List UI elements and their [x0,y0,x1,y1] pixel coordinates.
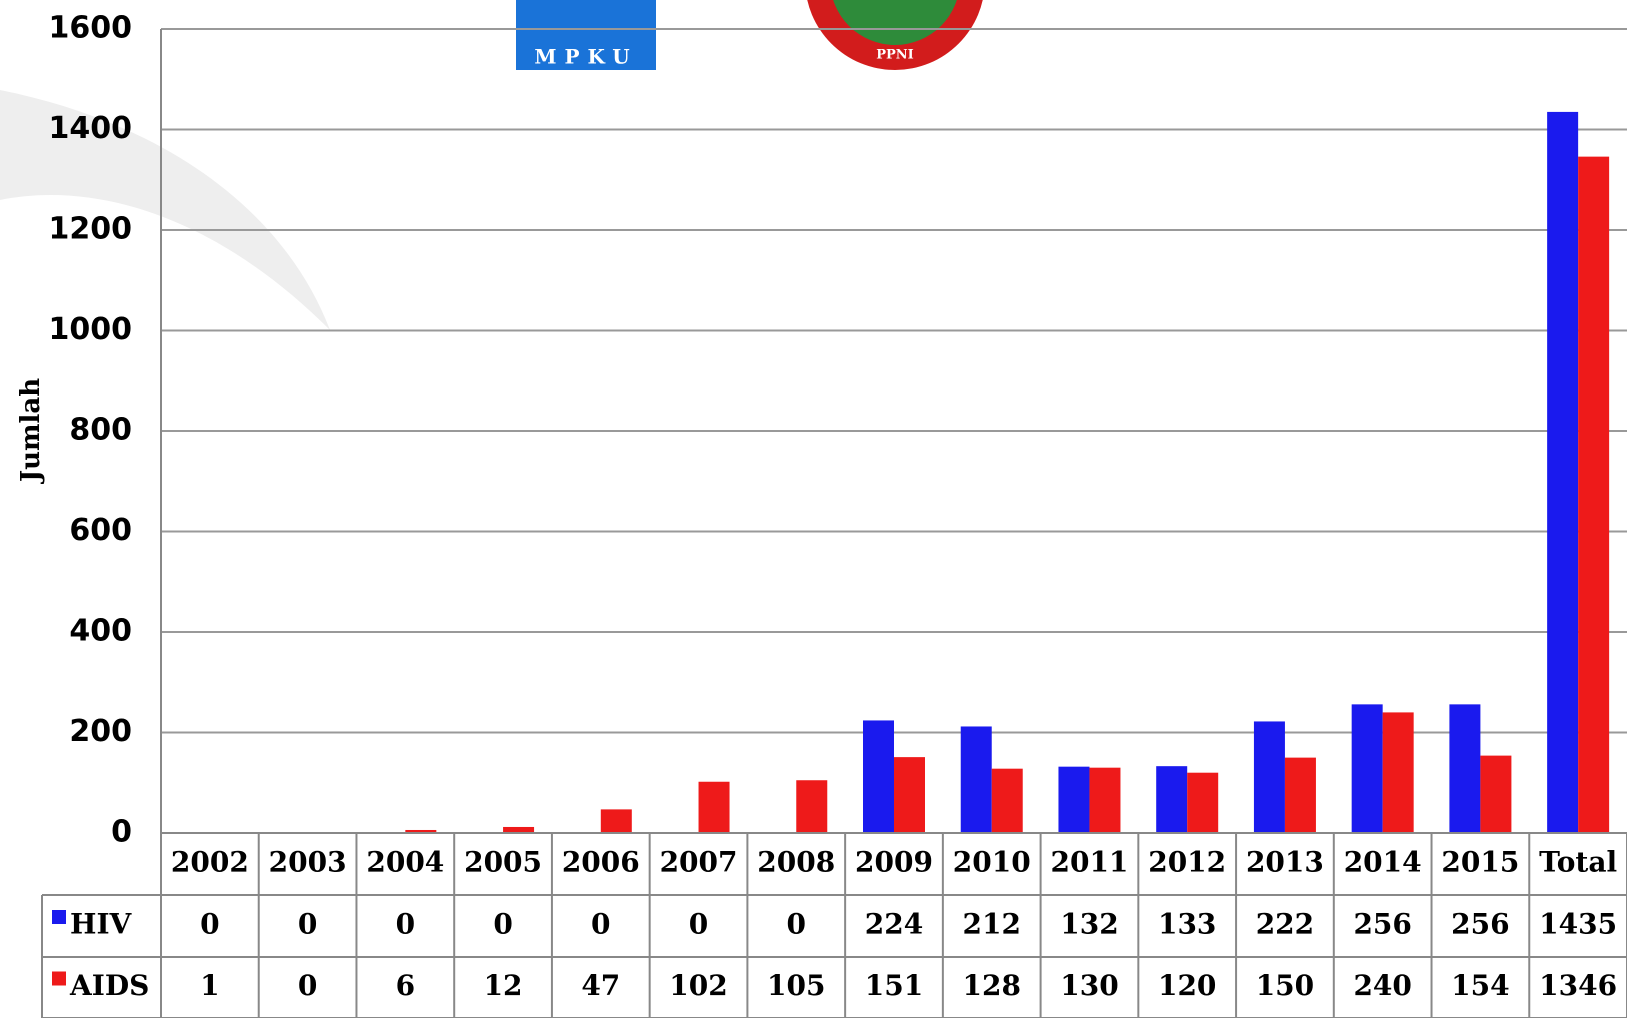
y-tick-label: 600 [69,513,132,548]
x-tick-label: 2002 [171,846,249,879]
bar [863,720,894,833]
bar [796,780,828,833]
bar [894,757,925,833]
y-tick-label: 1000 [49,312,133,347]
table-value: 150 [1256,969,1314,1002]
bar [1089,767,1121,833]
table-value: 0 [493,908,512,941]
bar [503,826,535,833]
table-value: 151 [865,969,923,1002]
watermark [0,90,330,330]
logo-text: PPNI [876,48,914,63]
table-value: 120 [1158,969,1216,1002]
bar [991,768,1023,833]
bar [1382,712,1414,833]
x-tick-label: Total [1539,846,1617,879]
table-value: 130 [1060,969,1118,1002]
x-tick-label: 2015 [1441,846,1519,879]
y-tick-label: 1400 [49,111,133,146]
table-value: 1 [200,969,219,1002]
bar [405,829,437,833]
table-value: 0 [200,908,219,941]
legend-swatch [52,971,66,986]
bar [698,781,730,833]
table-value: 1346 [1539,969,1617,1002]
x-tick-label: 2009 [855,846,933,879]
x-tick-label: 2003 [269,846,347,879]
bar [1253,721,1285,833]
y-tick-label: 200 [69,714,132,749]
bar [600,809,632,833]
y-tick-label: 400 [69,614,132,649]
logo-mpku [516,0,656,70]
table-value: 0 [689,908,708,941]
x-tick-label: 2011 [1050,846,1128,879]
bar [1156,766,1188,833]
logo-ppni-inner [833,0,957,45]
bar [1578,156,1610,833]
legend-swatch [52,910,66,924]
table-value: 222 [1256,908,1314,941]
bar [1480,755,1512,833]
table-value: 102 [669,969,727,1002]
table-value: 12 [484,969,523,1002]
y-tick-label: 800 [69,413,132,448]
bar [1351,704,1383,833]
table-value: 0 [298,908,317,941]
table-value: 0 [298,969,317,1002]
bar [1547,111,1579,834]
y-tick-label: 1600 [49,11,133,46]
table-value: 47 [581,969,620,1002]
x-tick-label: 2004 [366,846,444,879]
table-value: 132 [1060,908,1118,941]
table-value: 224 [865,908,923,941]
table-value: 212 [963,908,1021,941]
table-value: 133 [1158,908,1216,941]
bar [1058,766,1090,833]
bar [1284,757,1316,833]
table-value: 6 [396,969,415,1002]
y-tick-label: 1200 [49,212,133,247]
x-tick-label: 2006 [562,846,640,879]
x-tick-label: 2013 [1246,846,1324,879]
table-value: 1435 [1539,908,1617,941]
x-tick-label: 2005 [464,846,542,879]
legend-label: AIDS [69,969,149,1002]
table-value: 154 [1451,969,1509,1002]
bar [1449,704,1481,833]
table-value: 0 [396,908,415,941]
table-value: 105 [767,969,825,1002]
y-axis-label: Jumlah [16,378,46,484]
table-value: 0 [591,908,610,941]
table-value: 240 [1353,969,1411,1002]
x-tick-label: 2010 [953,846,1031,879]
table-value: 256 [1353,908,1411,941]
bar [1187,772,1219,833]
table-value: 0 [787,908,806,941]
legend-label: HIV [70,908,133,941]
x-tick-label: 2007 [660,846,738,879]
bar [960,726,992,833]
logo-text: MPKU [534,45,637,69]
y-tick-label: 0 [111,815,132,850]
x-tick-label: 2008 [757,846,835,879]
table-value: 128 [963,969,1021,1002]
x-tick-label: 2012 [1148,846,1226,879]
table-value: 256 [1451,908,1509,941]
x-tick-label: 2014 [1344,846,1422,879]
